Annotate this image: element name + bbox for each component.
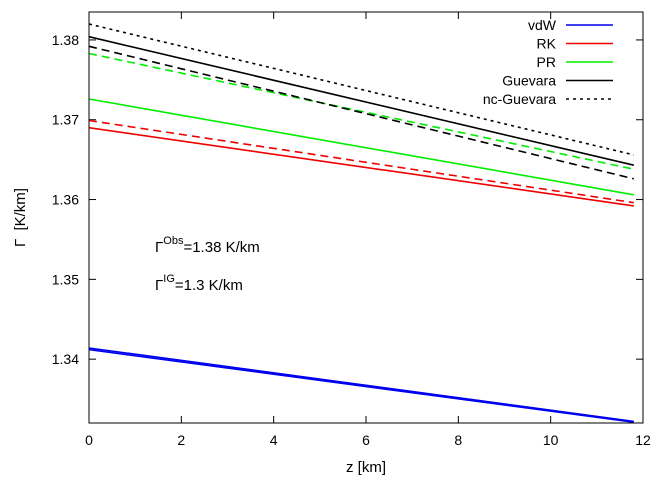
x-tick-label: 0	[85, 432, 93, 448]
y-axis-label: Γ [K/km]	[12, 188, 29, 247]
pr-solid-series-line	[88, 98, 634, 196]
y-axis-label-symbol: Γ	[12, 239, 29, 247]
unlabeled-solid-series-line	[88, 348, 634, 423]
annotation-obs-value: =1.38 K/km	[183, 239, 259, 256]
x-tick-label: 10	[543, 432, 559, 448]
legend-label: RK	[537, 36, 557, 52]
unlabeled-dashed-series-line	[88, 52, 634, 170]
annotation-ig-superscript: IG	[163, 273, 175, 285]
annotation-obs: ΓObs=1.38 K/km	[155, 235, 260, 256]
guevara-solid-series-line	[88, 35, 634, 166]
unlabeled-dashed-series-line	[88, 45, 634, 180]
annotation-ig-symbol: Γ	[155, 277, 163, 294]
rk-solid-series-line	[88, 126, 634, 207]
x-tick-label: 2	[177, 432, 185, 448]
legend-label: nc-Guevara	[483, 91, 556, 107]
annotation-obs-symbol: Γ	[155, 239, 163, 256]
legend: vdW RK PR Guevara nc-Guevara	[483, 17, 613, 107]
y-tick-label: 1.34	[52, 351, 79, 367]
legend-label: PR	[537, 54, 556, 70]
vdw-solid-series-line	[88, 347, 634, 423]
series-group	[88, 23, 634, 423]
x-tick-labels: 0 2 4 6 8 10 12	[85, 432, 651, 448]
unlabeled-dashed-series-line	[88, 119, 634, 204]
x-axis-label: z [km]	[346, 459, 386, 476]
legend-label: Guevara	[502, 73, 556, 89]
annotation-ig-value: =1.3 K/km	[175, 277, 243, 294]
y-tick-labels: 1.34 1.35 1.36 1.37 1.38	[52, 32, 79, 367]
x-tick-label: 4	[270, 432, 278, 448]
legend-label: vdW	[528, 17, 557, 33]
y-axis-label-unit: [K/km]	[12, 188, 29, 231]
y-tick-label: 1.37	[52, 112, 79, 128]
y-tick-label: 1.36	[52, 192, 79, 208]
x-tick-label: 8	[454, 432, 462, 448]
x-tick-label: 12	[635, 432, 651, 448]
y-tick-label: 1.35	[52, 271, 79, 287]
plot-frame	[88, 11, 644, 424]
x-tick-label: 6	[362, 432, 370, 448]
annotation-obs-superscript: Obs	[163, 235, 184, 247]
y-tick-label: 1.38	[52, 32, 79, 48]
annotation-ig: ΓIG=1.3 K/km	[155, 273, 243, 294]
nc-guevara-dotted-series-line	[88, 23, 634, 156]
